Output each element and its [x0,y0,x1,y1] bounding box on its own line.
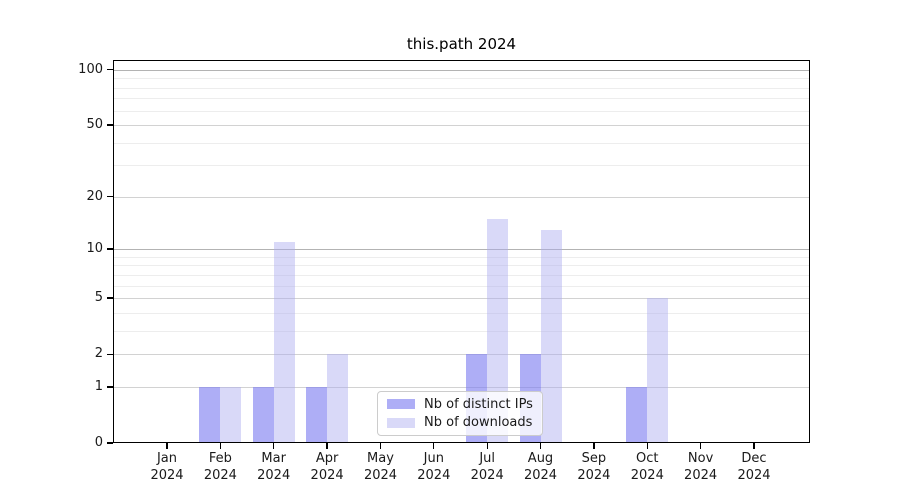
x-tick-label-apr: Apr 2024 [310,451,344,483]
gridline-5 [113,298,810,300]
gridline-20 [113,196,810,198]
y-tick-50 [107,124,113,126]
y-tick-5 [107,297,113,299]
x-tick-jan [166,443,168,449]
gridline-minor-90 [113,78,810,80]
x-tick-mar [273,443,275,449]
x-tick-label-mar: Mar 2024 [257,451,291,483]
bar-downloads-oct [647,298,669,443]
gridline-minor-9 [113,256,810,258]
bar-downloads-aug [540,229,562,443]
gridline-2 [113,354,810,356]
gridline-10 [113,249,810,251]
gridline-minor-80 [113,87,810,89]
y-tick-10 [107,248,113,250]
y-tick-2 [107,353,113,355]
x-tick-label-jul: Jul 2024 [470,451,504,483]
legend-swatch-distinct-ips [387,399,415,410]
chart-title: this.path 2024 [406,35,517,53]
x-tick-may [379,443,382,449]
gridline-minor-7 [113,274,810,276]
y-tick-label-20: 20 [86,188,103,204]
x-tick-label-nov: Nov 2024 [684,451,718,483]
y-tick-0 [107,442,113,444]
x-tick-label-may: May 2024 [363,451,398,483]
gridline-100 [113,69,810,71]
gridline-minor-8 [113,265,810,267]
y-tick-label-2: 2 [94,346,103,362]
x-tick-nov [699,443,702,449]
y-tick-100 [107,69,113,71]
x-tick-label-feb: Feb 2024 [203,451,237,483]
gridline-minor-3 [113,330,810,332]
bar-distinct-ips-oct [626,386,648,443]
legend-item-distinct-ips: Nb of distinct IPs [387,395,533,414]
bar-downloads-apr [327,354,349,443]
x-tick-label-dec: Dec 2024 [737,451,771,483]
gridline-50 [113,125,810,126]
y-tick-label-1: 1 [94,378,103,394]
legend: Nb of distinct IPs Nb of downloads [377,391,543,436]
y-tick-label-5: 5 [94,290,103,306]
x-tick-label-oct: Oct 2024 [630,451,664,483]
y-tick-1 [107,386,113,388]
x-tick-dec [753,443,755,449]
gridline-minor-70 [113,98,810,100]
gridline-minor-30 [113,165,810,167]
x-tick-jul [486,443,488,449]
y-tick-label-10: 10 [86,241,103,257]
y-tick-label-50: 50 [86,117,103,132]
bar-distinct-ips-apr [306,386,328,443]
legend-label-downloads: Nb of downloads [424,415,533,431]
bar-distinct-ips-mar [252,386,274,443]
x-tick-label-jan: Jan 2024 [150,451,184,483]
y-tick-20 [107,196,113,198]
x-tick-aug [539,443,542,449]
gridline-minor-6 [113,285,810,287]
legend-swatch-downloads [387,417,415,428]
x-tick-label-sep: Sep 2024 [577,451,611,483]
x-tick-jun [433,443,435,449]
gridline-1 [113,386,810,388]
x-tick-apr [326,443,328,449]
gridline-minor-60 [113,110,810,112]
y-tick-label-100: 100 [78,61,103,77]
gridline-minor-4 [113,312,810,314]
bar-downloads-jul [487,218,509,443]
legend-label-distinct-ips: Nb of distinct IPs [424,396,533,412]
bar-distinct-ips-feb [199,386,221,443]
x-tick-sep [593,443,595,449]
bar-downloads-mar [273,242,295,443]
plot-border [113,60,810,443]
legend-item-downloads: Nb of downloads [387,414,533,433]
x-tick-feb [219,443,222,449]
x-tick-label-jun: Jun 2024 [417,451,451,483]
gridline-minor-40 [113,142,810,144]
x-tick-label-aug: Aug 2024 [523,451,558,483]
x-tick-oct [646,443,648,449]
bar-downloads-feb [220,386,242,443]
y-tick-label-0: 0 [94,435,103,450]
